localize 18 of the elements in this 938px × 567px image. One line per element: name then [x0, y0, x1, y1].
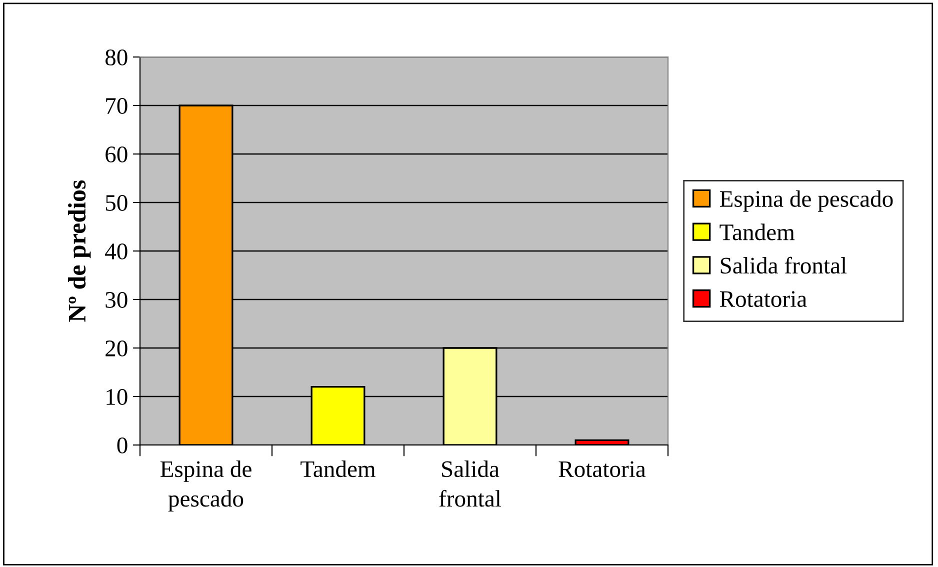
- y-tick-label: 70: [106, 98, 128, 114]
- y-tick-label: 40: [105, 243, 128, 260]
- y-tick-label: 0: [117, 437, 128, 454]
- legend-label: Rotatoria: [720, 291, 807, 308]
- y-axis-title: Nº de predios: [68, 180, 91, 322]
- y-tick-label: 20: [106, 340, 128, 356]
- legend-label: Salida frontal: [720, 256, 847, 274]
- x-tick-label: Espina de pescado: [160, 460, 252, 512]
- y-tick-label: 80: [105, 49, 128, 66]
- x-tick-label: Salida frontal: [439, 460, 501, 507]
- y-tick-label: 10: [106, 388, 128, 405]
- y-tick-label: 50: [106, 194, 128, 211]
- x-tick-label: Rotatoria: [558, 461, 646, 478]
- y-tick-label: 30: [106, 292, 128, 308]
- legend-label: Espina de pescado: [720, 190, 893, 212]
- x-tick-label: Tandem: [300, 460, 376, 478]
- y-tick-label: 60: [106, 146, 128, 162]
- legend-label: Tandem: [720, 224, 795, 240]
